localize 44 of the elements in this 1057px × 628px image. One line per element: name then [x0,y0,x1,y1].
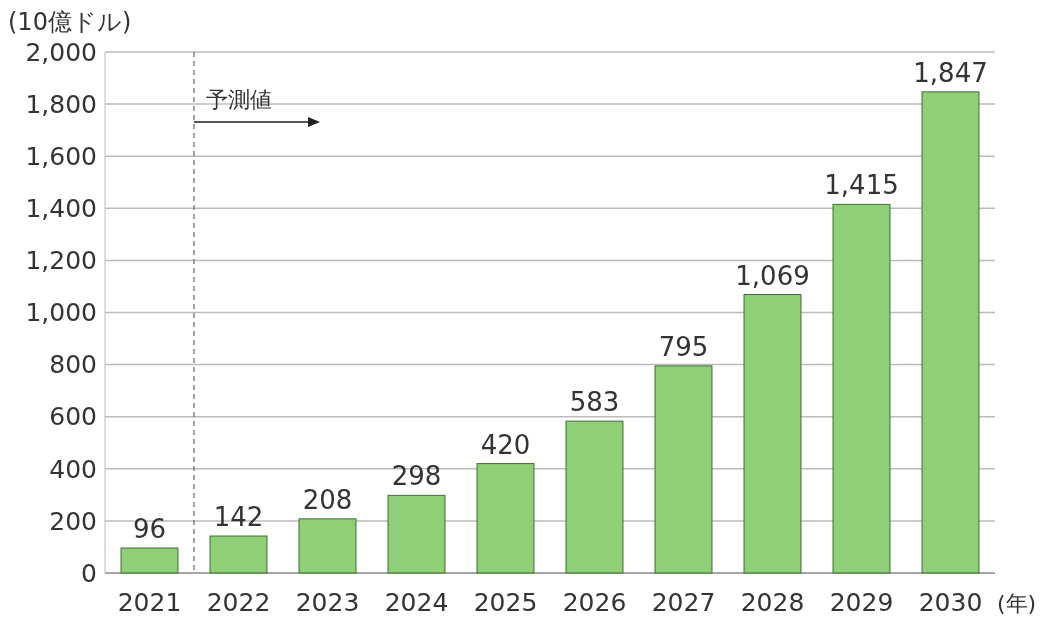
x-axis-title: (年) [997,591,1037,616]
bar [476,463,535,574]
data-label: 208 [302,484,353,515]
x-tick-label: 2030 [918,588,983,617]
x-tick-label: 2029 [829,588,894,617]
data-label: 795 [658,331,709,362]
y-axis-title: (10億ドル) [8,8,132,36]
data-label: 1,847 [913,57,988,88]
x-tick-label: 2024 [384,588,449,617]
data-label: 420 [480,429,531,460]
bar [565,420,624,574]
bar [654,365,713,574]
data-label: 1,415 [824,170,899,201]
bar [387,494,446,574]
data-label: 142 [213,502,264,533]
y-tick-label: 200 [49,506,97,536]
bar [298,518,357,574]
data-label: 1,069 [735,260,810,291]
y-tick-label: 0 [81,558,97,588]
bar [209,535,268,574]
ref-line-label: 予測値 [206,87,272,112]
y-tick-label: 1,200 [25,246,97,276]
bar [120,547,179,574]
x-tick-label: 2028 [740,588,805,617]
x-tick-label: 2022 [206,588,271,617]
y-tick-label: 1,400 [25,194,97,224]
data-label: 583 [569,387,620,418]
x-tick-label: 2027 [651,588,716,617]
x-tick-label: 2025 [473,588,538,617]
y-tick-label: 400 [49,454,97,484]
data-label: 96 [132,513,167,544]
x-tick-label: 2026 [562,588,627,617]
bar [743,294,802,574]
y-tick-label: 1,600 [25,141,97,171]
y-tick-label: 600 [49,402,97,432]
x-tick-label: 2021 [117,588,182,617]
y-tick-label: 800 [49,350,97,380]
x-tick-label: 2023 [295,588,360,617]
y-tick-label: 2,000 [25,37,97,67]
y-tick-label: 1,800 [25,89,97,119]
bar [921,91,980,574]
y-tick-label: 1,000 [25,298,97,328]
bar [832,203,891,574]
data-label: 298 [391,461,442,492]
